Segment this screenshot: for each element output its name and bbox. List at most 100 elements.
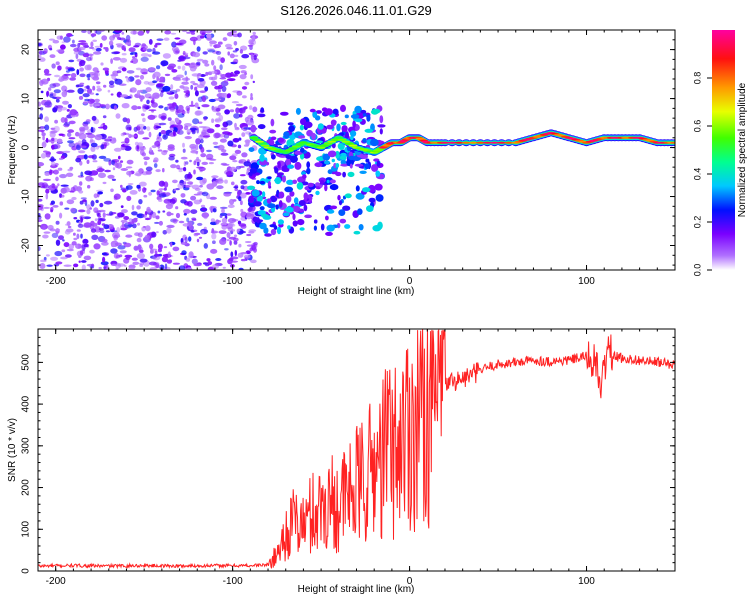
noise-blob [139, 181, 147, 187]
noise-blob [137, 123, 145, 128]
noise-blob [103, 84, 107, 88]
transition-blob [296, 182, 304, 190]
noise-blob [80, 145, 87, 149]
noise-blob [156, 82, 164, 88]
transition-blob [270, 136, 277, 141]
noise-blob [182, 142, 185, 148]
noise-blob [97, 212, 101, 216]
transition-blob [320, 223, 325, 231]
spectrogram-y-axis: -20 -10 0 10 20 [21, 29, 675, 266]
transition-blob [306, 129, 313, 137]
transition-blob [306, 167, 311, 175]
noise-blob [236, 126, 239, 130]
noise-blob [65, 254, 72, 258]
noise-blob [244, 81, 250, 86]
transition-blob [315, 110, 322, 114]
transition-blob [298, 135, 306, 139]
noise-blob [126, 77, 131, 83]
noise-blob [87, 184, 91, 189]
noise-blob [201, 212, 210, 218]
noise-blob [45, 188, 50, 194]
noise-blob [139, 74, 145, 80]
noise-blob [89, 249, 95, 254]
noise-blob [227, 132, 233, 136]
transition-blob [337, 142, 345, 150]
noise-blob [160, 115, 167, 120]
noise-blob [208, 98, 216, 103]
noise-blob [229, 240, 232, 246]
noise-blob [83, 222, 92, 228]
noise-blob [96, 85, 101, 89]
noise-blob [48, 87, 52, 91]
colorbar-tick-label: 0.6 [692, 120, 702, 133]
noise-blob [52, 39, 60, 44]
noise-blob [57, 167, 63, 171]
noise-blob [153, 163, 158, 168]
noise-blob [100, 62, 104, 66]
noise-blob [96, 88, 102, 92]
noise-blob [189, 127, 197, 131]
figure-title: S126.2026.046.11.01.G29 [280, 3, 432, 18]
noise-blob [170, 32, 177, 35]
noise-blob [67, 225, 72, 229]
transition-blob [299, 124, 304, 131]
carrier-blob [468, 141, 478, 144]
noise-blob [201, 191, 209, 197]
transition-blob [303, 204, 308, 212]
noise-blob [158, 105, 164, 109]
noise-blob [156, 38, 164, 41]
transition-blob [299, 208, 304, 213]
transition-blob [252, 216, 258, 223]
noise-blob [172, 130, 176, 137]
noise-blob [67, 129, 75, 133]
noise-blob [112, 57, 121, 61]
noise-blob [125, 185, 129, 191]
transition-blob [338, 209, 346, 217]
noise-blob [76, 69, 80, 76]
noise-blob [201, 32, 206, 36]
noise-blob [240, 258, 247, 262]
noise-blob [111, 263, 118, 266]
transition-blob [342, 171, 346, 178]
noise-blob [67, 168, 73, 172]
carrier-blob [344, 142, 354, 145]
noise-blob [114, 33, 121, 38]
noise-blob [201, 161, 209, 165]
noise-blob [190, 195, 197, 201]
transition-blob [329, 184, 339, 191]
transition-blob [266, 198, 272, 204]
transition-blob [357, 208, 363, 215]
noise-blob [69, 77, 76, 81]
noise-blob [132, 223, 137, 229]
noise-blob [68, 142, 76, 148]
noise-blob [220, 152, 229, 156]
noise-blob [45, 193, 49, 200]
noise-blob [201, 95, 207, 102]
transition-blob [364, 163, 370, 170]
transition-blob [337, 194, 341, 201]
noise-blob [80, 217, 83, 223]
noise-blob [75, 53, 79, 60]
noise-blob [158, 132, 162, 137]
noise-blob [101, 35, 108, 41]
transition-blob [340, 121, 347, 126]
noise-blob [183, 90, 188, 94]
noise-blob [207, 49, 216, 53]
noise-blob [228, 257, 234, 261]
noise-blob [75, 244, 79, 249]
noise-blob [167, 259, 173, 263]
noise-blob [196, 176, 204, 181]
noise-blob [78, 46, 86, 51]
carrier-blob [440, 141, 450, 144]
noise-blob [79, 73, 86, 78]
noise-blob [167, 117, 172, 121]
transition-blob [335, 150, 340, 159]
noise-blob [154, 250, 158, 254]
noise-blob [38, 43, 42, 46]
noise-blob [102, 67, 110, 71]
transition-blob [285, 206, 294, 213]
noise-blob [162, 210, 166, 213]
noise-blob [86, 159, 90, 164]
noise-blob [117, 212, 125, 218]
noise-blob [120, 94, 129, 98]
